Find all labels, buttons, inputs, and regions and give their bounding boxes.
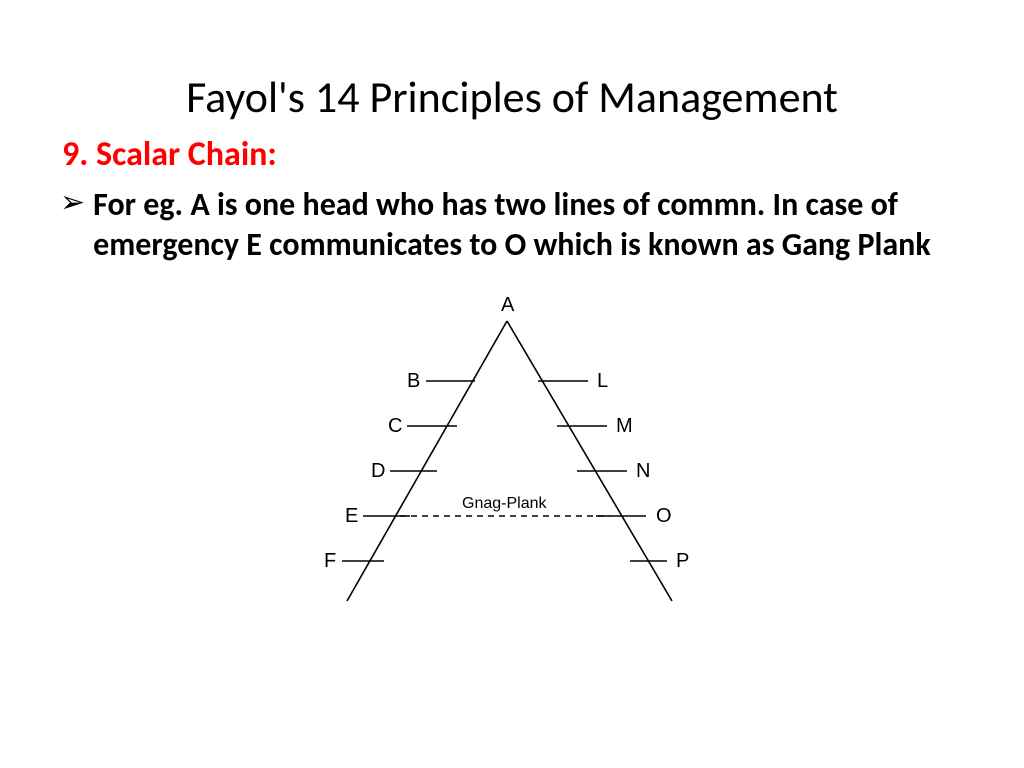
svg-text:O: O	[656, 505, 672, 527]
svg-text:A: A	[501, 294, 515, 316]
svg-text:M: M	[616, 415, 633, 437]
bullet-row: ➢ For eg. A is one head who has two line…	[60, 185, 964, 265]
svg-text:D: D	[371, 460, 385, 482]
svg-text:C: C	[388, 415, 402, 437]
svg-text:E: E	[345, 505, 358, 527]
page-title: Fayol's 14 Principles of Management	[60, 70, 964, 124]
section-subtitle: 9. Scalar Chain:	[62, 134, 964, 175]
svg-text:N: N	[636, 460, 650, 482]
svg-text:P: P	[676, 550, 689, 572]
svg-text:B: B	[407, 370, 420, 392]
scalar-chain-diagram: A B C D E F L M N O P Gnag-Plank	[60, 283, 964, 613]
body-text: For eg. A is one head who has two lines …	[93, 185, 964, 265]
svg-text:L: L	[597, 370, 608, 392]
svg-text:Gnag-Plank: Gnag-Plank	[462, 495, 547, 512]
svg-text:F: F	[324, 550, 336, 572]
slide: Fayol's 14 Principles of Management 9. S…	[0, 0, 1024, 768]
bullet-arrow-icon: ➢	[60, 185, 85, 221]
scalar-chain-svg: A B C D E F L M N O P Gnag-Plank	[232, 283, 792, 613]
